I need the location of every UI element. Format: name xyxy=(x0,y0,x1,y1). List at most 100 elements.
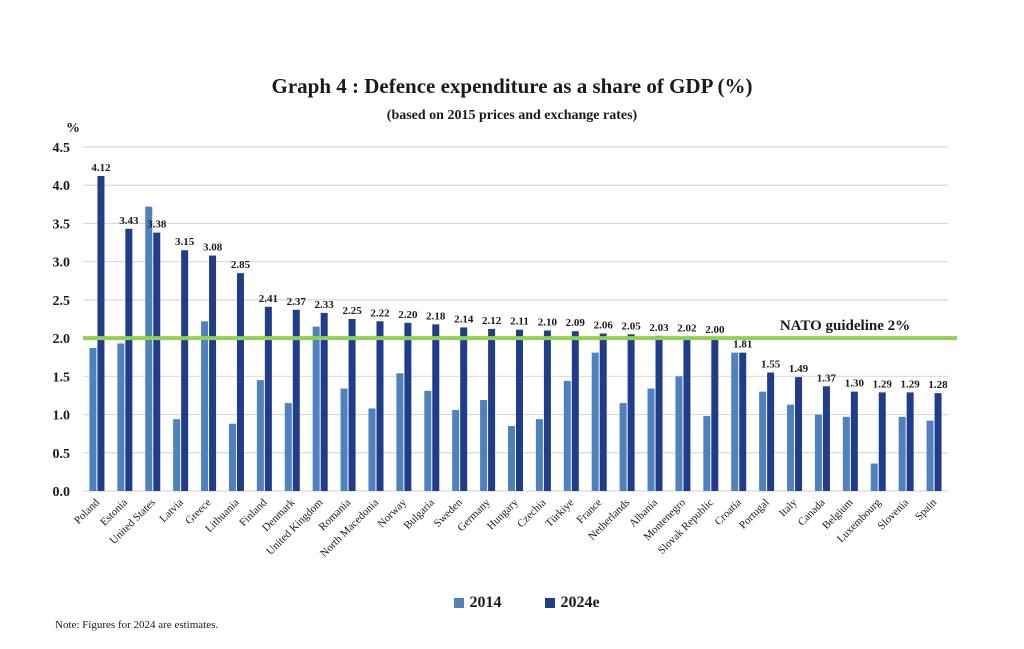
data-labels: 4.12 3.43 3.38 3.15 3.08 2.85 2.41 2.37 2.33 2.25… xyxy=(91,162,948,391)
x-tick-label: Poland xyxy=(72,496,102,526)
bar-2014-belgium xyxy=(842,416,850,491)
data-label: 2.00 xyxy=(705,324,725,336)
data-label: 2.09 xyxy=(566,317,586,329)
bar-2014-montenegro xyxy=(675,376,683,491)
data-label: 2.22 xyxy=(370,307,390,319)
data-label: 2.05 xyxy=(621,320,641,332)
bar-2024e-türkiye xyxy=(571,331,579,491)
legend-swatch-2024e xyxy=(545,598,556,608)
bar-2024e-czechia xyxy=(543,330,551,491)
bar-2014-bulgaria xyxy=(424,390,432,491)
legend-label-2024e: 2024e xyxy=(560,594,600,611)
bar-2014-denmark xyxy=(284,403,292,491)
legend: 2014 2024e xyxy=(0,594,1024,612)
bar-2024e-slovak-republic xyxy=(711,338,719,491)
data-label: 3.38 xyxy=(147,219,167,231)
data-label: 3.43 xyxy=(119,215,139,227)
bar-2014-united-states xyxy=(145,206,153,492)
bar-2024e-montenegro xyxy=(683,336,691,491)
bar-2024e-finland xyxy=(264,306,272,491)
data-label: 1.37 xyxy=(817,372,837,384)
x-tick-label: Hungary xyxy=(485,496,521,532)
bar-2014-estonia xyxy=(117,343,125,491)
bar-2014-germany xyxy=(480,400,488,491)
data-label: 1.28 xyxy=(928,379,948,391)
y-tick-label: 2.5 xyxy=(53,294,71,309)
bar-2024e-hungary xyxy=(516,329,523,491)
legend-item-2024e: 2024e xyxy=(545,594,600,612)
y-tick-label: 4.5 xyxy=(53,141,71,156)
data-label: 2.33 xyxy=(315,299,335,311)
bar-2014-hungary xyxy=(508,426,515,491)
data-label: 1.29 xyxy=(873,378,893,390)
y-tick-label: 3.5 xyxy=(53,217,71,232)
y-axis-ticks: 0.0 0.5 1.0 1.5 2.0 2.5 3.0 3.5 4.0 4.5 xyxy=(53,141,71,500)
y-tick-label: 3.0 xyxy=(53,256,71,271)
x-tick-label: Italy xyxy=(777,496,800,519)
chart-title: Graph 4 : Defence expenditure as a share… xyxy=(271,74,753,98)
bar-2024e-slovenia xyxy=(906,392,914,491)
y-tick-label: 1.0 xyxy=(53,409,71,424)
bar-2014-lithuania xyxy=(228,423,236,491)
bar-2024e-estonia xyxy=(125,228,133,491)
bar-2024e-albania xyxy=(655,335,663,491)
footnote: Note: Figures for 2024 are estimates. xyxy=(55,619,219,631)
bar-2014-france xyxy=(591,352,599,491)
bar-2014-slovenia xyxy=(898,416,906,491)
data-label: 2.02 xyxy=(677,323,697,335)
bar-2024e-belgium xyxy=(850,391,858,491)
bar-2014-norway xyxy=(396,373,404,491)
bar-2014-united-kingdom xyxy=(312,326,320,491)
bar-2024e-united-states xyxy=(153,232,161,491)
bar-2014-greece xyxy=(201,321,209,491)
bar-2024e-germany xyxy=(488,328,496,491)
data-label: 2.37 xyxy=(287,296,307,308)
data-label: 2.18 xyxy=(426,310,446,322)
data-label: 2.25 xyxy=(342,305,362,317)
bar-2024e-greece xyxy=(209,255,217,491)
bar-2014-albania xyxy=(647,388,655,491)
data-label: 1.55 xyxy=(761,359,781,371)
bar-2014-romania xyxy=(340,388,348,491)
bar-2014-czechia xyxy=(535,419,543,491)
bars xyxy=(89,176,942,492)
bar-2014-north-macedonia xyxy=(368,408,376,491)
bar-2024e-norway xyxy=(404,322,412,491)
data-label: 2.11 xyxy=(510,316,529,328)
bar-2024e-poland xyxy=(97,176,105,491)
y-tick-label: 0.5 xyxy=(53,447,71,462)
bar-2014-portugal xyxy=(759,391,767,491)
bar-2014-spain xyxy=(926,420,934,491)
x-tick-label: Spain xyxy=(913,496,940,523)
reference-line-group: NATO guideline 2% xyxy=(83,318,957,341)
bar-2024e-north-macedonia xyxy=(376,321,384,491)
bar-2014-luxembourg xyxy=(870,463,878,491)
y-tick-label: 0.0 xyxy=(53,485,71,500)
y-tick-label: 2.0 xyxy=(53,332,71,347)
x-tick-label: Czechia xyxy=(515,497,549,531)
x-tick-label: Latvia xyxy=(157,497,185,525)
bar-2014-finland xyxy=(256,380,264,491)
bar-2014-italy xyxy=(787,404,795,491)
bar-2024e-canada xyxy=(822,386,830,491)
bar-2024e-portugal xyxy=(767,372,775,491)
bar-2014-slovak-republic xyxy=(703,416,711,491)
bar-2014-poland xyxy=(89,348,97,491)
bar-2024e-latvia xyxy=(181,250,189,491)
x-tick-label: Bulgaria xyxy=(402,497,437,532)
y-tick-label: 1.5 xyxy=(53,370,71,385)
data-label: 2.20 xyxy=(398,309,418,321)
data-label: 3.15 xyxy=(175,236,195,248)
bar-2014-sweden xyxy=(452,409,460,491)
legend-label-2014: 2014 xyxy=(469,594,502,611)
legend-item-2014: 2014 xyxy=(454,594,501,612)
bar-2024e-bulgaria xyxy=(432,324,440,491)
bar-2024e-sweden xyxy=(460,327,468,491)
data-label: 2.85 xyxy=(231,259,251,271)
data-label: 2.10 xyxy=(538,316,558,328)
gridlines xyxy=(83,146,948,492)
data-label: 2.06 xyxy=(594,320,614,332)
bar-2024e-netherlands xyxy=(627,334,635,491)
data-label: 2.41 xyxy=(259,293,278,305)
